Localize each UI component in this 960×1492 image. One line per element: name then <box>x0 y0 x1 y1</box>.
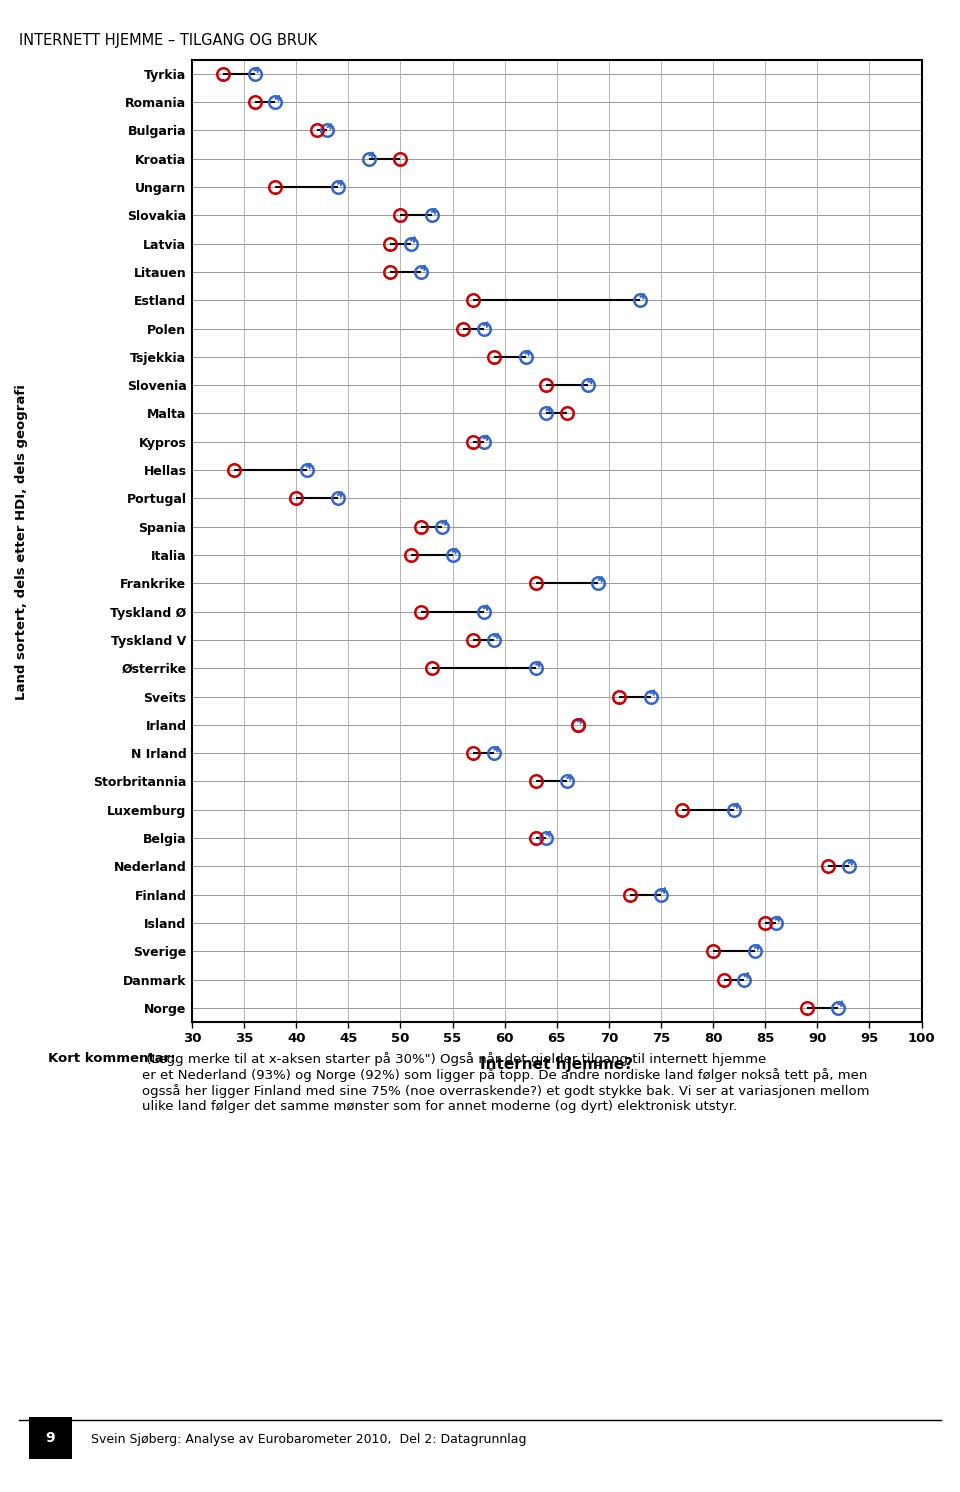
X-axis label: Internet hjemme?: Internet hjemme? <box>480 1056 634 1071</box>
Text: 9: 9 <box>45 1431 56 1446</box>
Text: Svein Sjøberg: Analyse av Eurobarometer 2010,  Del 2: Datagrunnlag: Svein Sjøberg: Analyse av Eurobarometer … <box>91 1434 527 1446</box>
Text: Kort kommentar:: Kort kommentar: <box>48 1052 176 1065</box>
Text: INTERNETT HJEMME – TILGANG OG BRUK: INTERNETT HJEMME – TILGANG OG BRUK <box>19 33 318 48</box>
Text: Land sortert, dels etter HDI, dels geografi: Land sortert, dels etter HDI, dels geogr… <box>14 383 28 700</box>
Text: (Legg merke til at x-aksen starter på 30%") Også når det gjelder tilgang til int: (Legg merke til at x-aksen starter på 30… <box>142 1052 870 1113</box>
